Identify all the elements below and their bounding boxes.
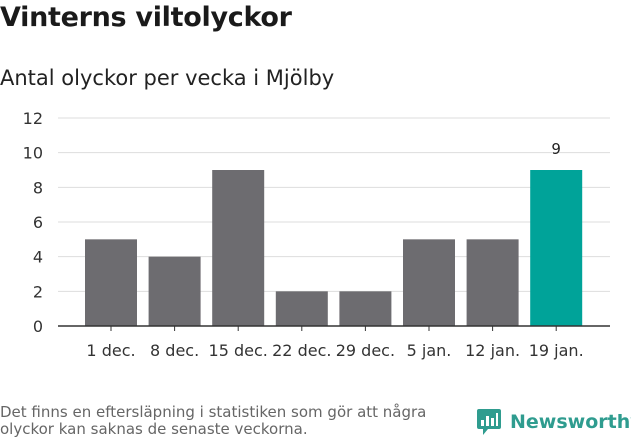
bar-4 <box>275 291 328 326</box>
x-tick-label: 22 dec. <box>272 341 331 360</box>
footnote: Det finns en eftersläpning i statistiken… <box>0 403 427 438</box>
bars <box>85 170 583 326</box>
y-tick-label: 10 <box>23 144 43 163</box>
y-tick-label: 2 <box>33 282 43 301</box>
x-axis-ticks: 1 dec. 8 dec. 15 dec. 22 dec. 29 dec. 5 jan. 1… <box>86 326 584 360</box>
chart-subtitle: Antal olyckor per vecka i Mjölby <box>0 66 335 90</box>
bar-1 <box>85 239 137 326</box>
y-tick-label: 0 <box>33 317 43 336</box>
x-tick-label: 5 jan. <box>407 341 452 360</box>
chart-title: Vinterns viltolyckor <box>0 2 292 33</box>
grid-lines <box>58 117 610 292</box>
brand-logo: Newsworthy <box>476 408 631 436</box>
bar-2 <box>148 256 201 326</box>
data-label: 9 <box>551 140 561 158</box>
bar-chart: 0 2 4 6 8 10 12 9 1 dec. 8 dec. 15 dec. 22 dec. 29… <box>23 109 610 360</box>
brand-name: Newsworthy <box>510 411 631 433</box>
y-axis-ticks: 0 2 4 6 8 10 12 <box>23 109 43 336</box>
x-tick-label: 12 jan. <box>465 341 520 360</box>
y-tick-label: 6 <box>33 213 43 232</box>
bar-3 <box>212 170 265 326</box>
y-tick-label: 8 <box>33 178 43 197</box>
x-tick-label: 29 dec. <box>336 341 395 360</box>
x-tick-label: 15 dec. <box>209 341 268 360</box>
y-tick-label: 4 <box>33 248 43 267</box>
data-labels: 9 <box>551 140 561 158</box>
bar-6 <box>403 239 455 326</box>
y-tick-label: 12 <box>23 109 43 128</box>
x-tick-label: 8 dec. <box>150 341 199 360</box>
newsworthy-logo-icon <box>477 409 501 435</box>
bar-8 <box>530 170 583 326</box>
x-tick-label: 1 dec. <box>86 341 135 360</box>
x-tick-label: 19 jan. <box>529 341 584 360</box>
bar-7 <box>466 239 519 326</box>
bar-5 <box>339 291 392 326</box>
